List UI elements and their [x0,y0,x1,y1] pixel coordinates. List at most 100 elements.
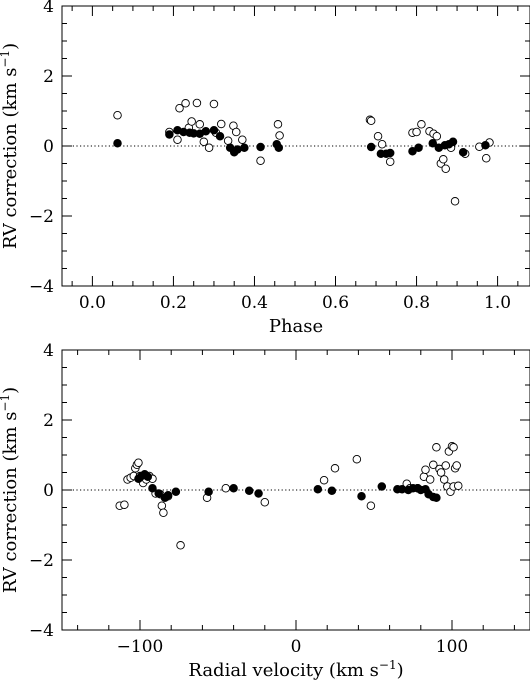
phase-y-axis-title-sup: −1 [0,50,12,68]
phase-point-open [195,120,205,129]
velocity-point-open [134,458,143,467]
velocity-point-open [421,465,430,474]
phase-y-tick-label: −4 [29,277,54,297]
phase-point-filled [414,143,423,152]
phase-x-tick-label: 0.8 [403,293,430,313]
velocity-point-open [439,475,449,484]
phase-point-open [481,153,491,163]
velocity-point-filled [143,472,153,481]
velocity-point-filled [204,487,213,497]
phase-y-tick-label: 4 [43,0,54,17]
phase-point-filled [458,148,468,157]
phase-point-open [432,131,442,141]
phase-point-open [192,98,202,108]
velocity-point-open [452,461,461,470]
phase-point-filled [256,142,265,152]
velocity-y-tick-label: −4 [29,621,54,641]
velocity-y-axis-title-sup: −1 [0,394,12,412]
velocity-point-filled [377,482,387,491]
phase-point-filled [274,143,284,152]
phase-y-tick-label: 0 [43,137,54,157]
phase-point-filled [448,137,458,147]
velocity-axis-ticks [62,349,530,631]
phase-y-axis-title-main: RV correction (km s [0,68,21,250]
phase-point-filled [428,138,438,148]
velocity-point-open [176,541,185,550]
phase-point-open [377,139,387,149]
velocity-point-open [352,454,362,464]
velocity-x-axis-title-close: ) [397,660,404,681]
velocity-data-points [115,442,463,550]
phase-point-open [181,99,190,108]
phase-point-open [173,135,182,144]
velocity-x-axis-title-main: Radial velocity (km s [188,660,379,681]
velocity-point-filled [357,492,366,501]
velocity-y-tick-label: 4 [43,341,54,361]
velocity-point-open [432,443,441,452]
phase-point-filled [215,131,225,141]
phase-point-open [256,156,265,165]
phase-point-open [113,110,122,120]
phase-x-tick-label: 1.0 [484,293,511,313]
velocity-point-filled [313,485,323,494]
phase-y-axis-title: RV correction (km s−1) [0,43,21,249]
phase-point-open [373,131,383,141]
velocity-y-tick-label: −2 [29,551,54,571]
phase-x-axis-title: Phase [269,316,323,337]
velocity-point-open [449,443,458,452]
phase-point-filled [385,148,395,158]
phase-point-open [204,143,214,152]
phase-point-open [223,136,233,145]
phase-point-filled [201,127,211,136]
velocity-point-filled [254,489,263,498]
phase-point-open [231,127,241,137]
phase-point-open [273,120,283,129]
phase-point-open [175,103,184,113]
phase-panel: −4 −2 0 2 4 0.0 0.2 0.4 0.6 0.8 1.0 Phase RV corre… [0,0,530,337]
velocity-point-filled [154,489,163,498]
velocity-point-filled [171,487,181,497]
phase-point-filled [209,125,219,135]
velocity-point-open [429,460,438,470]
velocity-point-open [441,461,451,470]
velocity-y-axis-title: RV correction (km s−1) [0,387,21,593]
phase-point-open [209,99,219,109]
velocity-point-filled [148,484,157,493]
phase-point-open [366,116,376,126]
phase-x-tick-label: 0.6 [322,293,349,313]
velocity-point-open [159,508,168,518]
phase-axis-ticks [62,5,530,287]
phase-point-open [450,197,460,206]
velocity-x-axis-title: Radial velocity (km s−1) [188,658,403,681]
velocity-x-axis-title-sup: −1 [379,658,397,672]
phase-point-open [385,157,395,166]
velocity-point-filled [327,486,337,495]
velocity-point-filled [432,493,441,502]
phase-point-filled [481,141,490,150]
phase-point-open [441,164,450,173]
phase-point-open [412,127,421,137]
phase-point-open [199,137,209,147]
phase-x-tick-label: 0.2 [160,293,187,313]
velocity-point-open [425,475,435,484]
phase-point-filled [233,145,242,154]
phase-point-filled [240,143,249,152]
phase-point-open [216,119,226,129]
velocity-x-tick-label: 100 [436,637,468,657]
phase-point-open [439,155,448,164]
velocity-point-open [120,500,129,509]
velocity-point-filled [244,486,254,495]
velocity-y-axis-title-main: RV correction (km s [0,412,21,594]
velocity-tick-labels: −4 −2 0 2 4 −100 0 100 [29,341,468,657]
velocity-x-tick-label: 0 [291,637,302,657]
phase-point-open [187,117,196,126]
phase-x-tick-label: 0.4 [241,293,268,313]
phase-y-axis-title-close: ) [0,43,21,50]
velocity-point-open [221,484,231,493]
velocity-point-filled [163,491,173,500]
velocity-point-open [260,498,270,507]
velocity-point-open [319,475,329,485]
phase-point-open [275,131,284,140]
